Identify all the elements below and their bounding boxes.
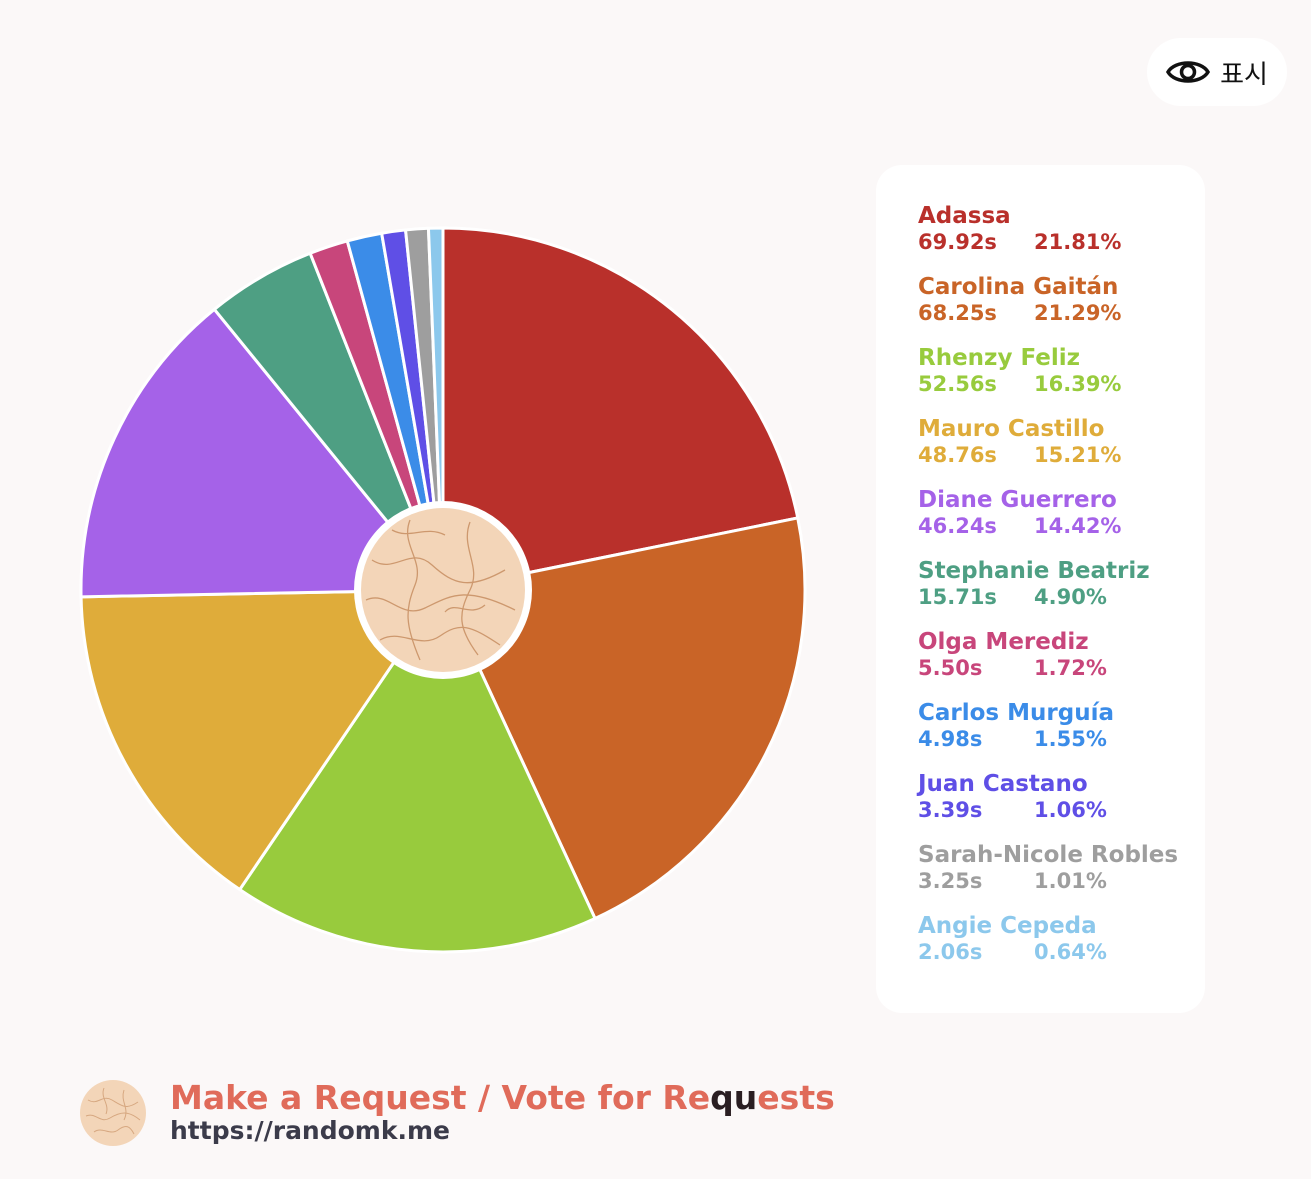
legend-time: 3.39s: [918, 798, 983, 822]
legend-time: 15.71s: [918, 585, 997, 609]
legend-name: Adassa: [918, 203, 1011, 229]
legend-percent: 16.39%: [1034, 372, 1122, 396]
legend-time: 5.50s: [918, 656, 983, 680]
hub-contour-line: [444, 604, 486, 613]
legend-percent: 4.90%: [1034, 585, 1107, 609]
legend-values: 2.06s 0.64%: [918, 939, 1107, 965]
legend-name: Juan Castano: [918, 771, 1088, 797]
pie-chart: [79, 226, 807, 954]
pie-slice-carolina-gait-n[interactable]: [441, 516, 807, 921]
legend-time: 46.24s: [918, 514, 997, 538]
footer-title[interactable]: Make a Request / Vote for Requests: [170, 1078, 835, 1117]
legend-name: Olga Merediz: [918, 629, 1089, 655]
center-hub: [354, 501, 532, 679]
legend-values: 3.25s 1.01%: [918, 868, 1178, 894]
pie-slice-diane-guerrero[interactable]: [79, 307, 445, 599]
legend-item: Adassa 69.92s 21.81%: [918, 203, 1121, 255]
footer-title-highlight: qu: [710, 1078, 758, 1117]
show-button-label: 표시: [1220, 59, 1268, 90]
footer-title-part2: ests: [757, 1078, 835, 1117]
legend-percent: 15.21%: [1034, 443, 1122, 467]
legend-name: Carlos Murguía: [918, 700, 1114, 726]
legend-time: 2.06s: [918, 940, 983, 964]
hub-contour-line: [379, 626, 501, 646]
hub-contour-line: [371, 557, 506, 584]
pie-slice-mauro-castillo[interactable]: [79, 588, 445, 892]
legend-percent: 21.29%: [1034, 301, 1122, 325]
hub-contour-line: [365, 594, 516, 612]
legend-time: 4.98s: [918, 727, 983, 751]
footer-url[interactable]: https://randomk.me: [170, 1116, 450, 1145]
legend-percent: 14.42%: [1034, 514, 1122, 538]
legend-values: 69.92s 21.81%: [918, 229, 1121, 255]
hub-contour-line: [391, 529, 446, 536]
legend-item: Juan Castano 3.39s 1.06%: [918, 771, 1107, 823]
legend-name: Angie Cepeda: [918, 913, 1097, 939]
legend-percent: 0.64%: [1034, 940, 1107, 964]
legend-percent: 1.06%: [1034, 798, 1107, 822]
legend-percent: 1.55%: [1034, 727, 1107, 751]
legend-percent: 1.72%: [1034, 656, 1107, 680]
footer-title-part1: Make a Request / Vote for Re: [170, 1078, 711, 1117]
legend-item: Carolina Gaitán 68.25s 21.29%: [918, 274, 1122, 326]
legend-name: Diane Guerrero: [918, 487, 1117, 513]
legend-item: Sarah-Nicole Robles 3.25s 1.01%: [918, 842, 1178, 894]
legend-item: Diane Guerrero 46.24s 14.42%: [918, 487, 1121, 539]
hub-contour-line: [406, 519, 421, 661]
legend-values: 3.39s 1.06%: [918, 797, 1107, 823]
hub-contour-line: [461, 521, 479, 656]
show-button[interactable]: 표시: [1147, 38, 1287, 106]
legend-time: 52.56s: [918, 372, 997, 396]
pie-slice-angie-cepeda[interactable]: [426, 226, 445, 592]
legend-name: Carolina Gaitán: [918, 274, 1119, 300]
legend-item: Carlos Murguía 4.98s 1.55%: [918, 700, 1114, 752]
legend-panel: Adassa 69.92s 21.81% Carolina Gaitán 68.25s 2…: [876, 165, 1205, 1013]
legend-values: 68.25s 21.29%: [918, 300, 1122, 326]
pie-slice-adassa[interactable]: [441, 226, 800, 592]
legend-item: Stephanie Beatriz 15.71s 4.90%: [918, 558, 1150, 610]
legend-item: Rhenzy Feliz 52.56s 16.39%: [918, 345, 1121, 397]
legend-values: 46.24s 14.42%: [918, 513, 1121, 539]
legend-values: 5.50s 1.72%: [918, 655, 1107, 681]
legend-percent: 1.01%: [1034, 869, 1107, 893]
legend-values: 52.56s 16.39%: [918, 371, 1121, 397]
legend-percent: 21.81%: [1034, 230, 1122, 254]
legend-values: 48.76s 15.21%: [918, 442, 1121, 468]
pie-slices: [79, 226, 807, 954]
pie-slice-rhenzy-feliz[interactable]: [238, 588, 597, 954]
legend-time: 3.25s: [918, 869, 983, 893]
footer-logo: [80, 1080, 146, 1146]
legend-item: Angie Cepeda 2.06s 0.64%: [918, 913, 1107, 965]
eye-icon: [1166, 61, 1211, 83]
legend-item: Olga Merediz 5.50s 1.72%: [918, 629, 1107, 681]
legend-time: 68.25s: [918, 301, 997, 325]
legend-time: 69.92s: [918, 230, 997, 254]
legend-name: Sarah-Nicole Robles: [918, 842, 1179, 868]
footer: Make a Request / Vote for Requests https…: [80, 1078, 840, 1148]
legend-item: Mauro Castillo 48.76s 15.21%: [918, 416, 1121, 468]
legend-name: Mauro Castillo: [918, 416, 1105, 442]
legend-time: 48.76s: [918, 443, 997, 467]
legend-name: Rhenzy Feliz: [918, 345, 1080, 371]
legend-values: 4.98s 1.55%: [918, 726, 1114, 752]
legend-name: Stephanie Beatriz: [918, 558, 1150, 584]
legend-values: 15.71s 4.90%: [918, 584, 1150, 610]
